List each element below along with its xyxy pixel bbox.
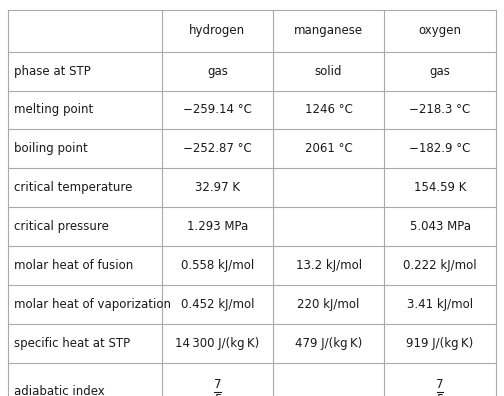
Text: −252.87 °C: −252.87 °C (183, 143, 251, 155)
Text: gas: gas (430, 65, 451, 78)
Text: oxygen: oxygen (419, 24, 462, 37)
Text: 3.41 kJ/mol: 3.41 kJ/mol (407, 298, 473, 311)
Text: 5: 5 (436, 393, 444, 396)
Text: 7: 7 (436, 378, 444, 391)
Text: critical temperature: critical temperature (14, 181, 133, 194)
Text: 154.59 K: 154.59 K (414, 181, 466, 194)
Text: 919 J/(kg K): 919 J/(kg K) (407, 337, 474, 350)
Text: 0.452 kJ/mol: 0.452 kJ/mol (180, 298, 254, 311)
Text: phase at STP: phase at STP (14, 65, 91, 78)
Text: 0.558 kJ/mol: 0.558 kJ/mol (181, 259, 254, 272)
Text: adiabatic index: adiabatic index (14, 385, 105, 396)
Text: −218.3 °C: −218.3 °C (409, 103, 471, 116)
Text: 220 kJ/mol: 220 kJ/mol (297, 298, 360, 311)
Text: −182.9 °C: −182.9 °C (409, 143, 471, 155)
Text: −259.14 °C: −259.14 °C (183, 103, 252, 116)
Text: 1.293 MPa: 1.293 MPa (186, 220, 248, 233)
Text: 479 J/(kg K): 479 J/(kg K) (295, 337, 362, 350)
Text: manganese: manganese (294, 24, 363, 37)
Text: boiling point: boiling point (14, 143, 88, 155)
Text: 5: 5 (214, 393, 221, 396)
Text: melting point: melting point (14, 103, 93, 116)
Text: 32.97 K: 32.97 K (195, 181, 240, 194)
Text: 1246 °C: 1246 °C (305, 103, 353, 116)
Text: molar heat of vaporization: molar heat of vaporization (14, 298, 171, 311)
Text: 2061 °C: 2061 °C (305, 143, 352, 155)
Text: 7: 7 (214, 378, 221, 391)
Text: molar heat of fusion: molar heat of fusion (14, 259, 133, 272)
Text: 0.222 kJ/mol: 0.222 kJ/mol (403, 259, 477, 272)
Text: hydrogen: hydrogen (190, 24, 245, 37)
Text: 14 300 J/(kg K): 14 300 J/(kg K) (175, 337, 260, 350)
Text: specific heat at STP: specific heat at STP (14, 337, 130, 350)
Text: critical pressure: critical pressure (14, 220, 109, 233)
Text: 5.043 MPa: 5.043 MPa (410, 220, 471, 233)
Text: gas: gas (207, 65, 228, 78)
Text: solid: solid (315, 65, 342, 78)
Text: 13.2 kJ/mol: 13.2 kJ/mol (295, 259, 362, 272)
